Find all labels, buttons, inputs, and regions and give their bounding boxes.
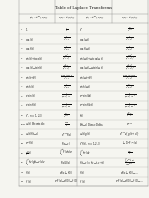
Text: 27: 27	[21, 133, 24, 135]
Text: $s^2F(s){-}sf(0){-}f'(0)$: $s^2F(s){-}sf(0){-}f'(0)$	[54, 178, 79, 185]
Text: $\sinh(\omega t)$: $\sinh(\omega t)$	[79, 83, 91, 90]
Text: 4: 4	[21, 57, 22, 59]
Text: $\cosh(t)$: $\cosh(t)$	[25, 45, 36, 52]
Text: 3: 3	[21, 48, 22, 49]
Text: $\frac{s^2{-}\omega^2}{(s^2{+}\omega^2)^2}$: $\frac{s^2{-}\omega^2}{(s^2{+}\omega^2)^…	[125, 62, 135, 73]
Text: $f'(t)$: $f'(t)$	[79, 168, 85, 176]
Text: $\frac{s^2{-}1}{(s^2{+}1)^2}$: $\frac{s^2{-}1}{(s^2{+}1)^2}$	[62, 62, 71, 73]
Text: $\frac{\omega}{s^2-\omega^2}$: $\frac{\omega}{s^2-\omega^2}$	[125, 82, 134, 91]
Text: $\sin(\omega t{+}\theta)$: $\sin(\omega t{+}\theta)$	[79, 73, 93, 81]
Text: $\frac{s}{s^2+\omega^2}$: $\frac{s}{s^2+\omega^2}$	[125, 35, 134, 43]
Text: $\cosh(\omega t)$: $\cosh(\omega t)$	[79, 45, 91, 52]
Text: $F(s){=}\mathcal{L}\{f(t)\}$: $F(s){=}\mathcal{L}\{f(t)\}$	[58, 15, 75, 21]
Text: $\frac{1}{t}f(t)$: $\frac{1}{t}f(t)$	[25, 148, 32, 158]
Text: $sF(s){-}f(0)$: $sF(s){-}f(0)$	[59, 168, 73, 176]
Text: $\sin(t){+}t\cos(t)$: $\sin(t){+}t\cos(t)$	[25, 54, 44, 62]
Text: $t^n$: $t^n$	[79, 26, 83, 33]
Text: 8: 8	[21, 95, 22, 97]
Text: $\frac{1}{(s{-}1)^2+1}$: $\frac{1}{(s{-}1)^2+1}$	[61, 91, 72, 101]
Text: $t^n,\ n{=}1,2,3$: $t^n,\ n{=}1,2,3$	[25, 111, 44, 119]
Text: $\frac{b}{(s{-}a)^2+b^2}$: $\frac{b}{(s{-}a)^2+b^2}$	[124, 91, 136, 101]
Text: $\cos(\omega t)$: $\cos(\omega t)$	[79, 35, 90, 43]
Text: 26H: 26H	[21, 124, 26, 125]
Text: $\frac{1}{s^2-1}$: $\frac{1}{s^2-1}$	[63, 82, 70, 91]
Text: $\frac{2\omega s^2}{(s^2{+}\omega^2)^2}$: $\frac{2\omega s^2}{(s^2{+}\omega^2)^2}$	[125, 53, 135, 63]
Text: $\frac{1}{s}$: $\frac{1}{s}$	[65, 25, 68, 34]
Text: 30: 30	[21, 162, 24, 163]
Text: $f''(t)$: $f''(t)$	[25, 178, 32, 185]
Text: $f''(t)$: $f''(t)$	[79, 178, 86, 185]
Text: $\sin(t{+}\theta)$: $\sin(t{+}\theta)$	[25, 73, 37, 81]
Text: $F(s)G(s)$: $F(s)G(s)$	[60, 159, 72, 166]
Text: $1$: $1$	[25, 26, 29, 33]
Text: $f(t){=}\mathcal{L}^{-1}\{F(s)\}$: $f(t){=}\mathcal{L}^{-1}\{F(s)\}$	[29, 15, 49, 21]
Text: $e^{at}\sinh(bt)$: $e^{at}\sinh(bt)$	[79, 102, 94, 109]
Text: $u_c(t)$ Heaviside: $u_c(t)$ Heaviside	[25, 121, 46, 128]
Text: 2: 2	[21, 38, 22, 40]
Text: $\frac{1}{c}F\!\left(\frac{s}{c}\right)$: $\frac{1}{c}F\!\left(\frac{s}{c}\right)$	[126, 111, 133, 119]
Text: $f(t)$: $f(t)$	[79, 111, 84, 119]
Text: $e^{-cs}$: $e^{-cs}$	[126, 121, 133, 128]
Text: 6: 6	[21, 76, 22, 78]
Text: $\frac{b}{(s{-}a)^2-b^2}$: $\frac{b}{(s{-}a)^2-b^2}$	[124, 100, 136, 111]
Text: $t^n f(t),\ n{=}1,2,3$: $t^n f(t),\ n{=}1,2,3$	[79, 140, 101, 147]
Text: $\frac{n!}{s^{n+1}}$: $\frac{n!}{s^{n+1}}$	[127, 25, 133, 34]
Text: $\delta(t{-}c)$ Dirac Delta: $\delta(t{-}c)$ Dirac Delta	[79, 121, 104, 128]
Text: $\frac{n!}{s^{n+1}}$: $\frac{n!}{s^{n+1}}$	[63, 110, 69, 120]
Text: $f(t){=}\mathcal{L}^{-1}\{F(s)\}$: $f(t){=}\mathcal{L}^{-1}\{F(s)\}$	[85, 15, 105, 21]
Text: $F(s){=}\mathcal{L}\{f(t)\}$: $F(s){=}\mathcal{L}\{f(t)\}$	[121, 15, 138, 21]
Text: $\frac{s\sin\theta+\cos\theta}{s^2+1}$: $\frac{s\sin\theta+\cos\theta}{s^2+1}$	[60, 72, 73, 82]
Text: $u_c(t)f(t{-}c)$: $u_c(t)f(t{-}c)$	[25, 130, 40, 138]
Text: 7: 7	[21, 86, 22, 87]
Text: $\cos(t){-}t\sin(t)$: $\cos(t){-}t\sin(t)$	[25, 64, 44, 71]
Text: $\cos(\omega t){-}\omega t\sin(\omega t)$: $\cos(\omega t){-}\omega t\sin(\omega t)…	[79, 64, 104, 71]
Text: $\int_0^t f(\tau)d\tau$: $\int_0^t f(\tau)d\tau$	[79, 148, 91, 159]
Text: $\frac{\int_0^c e^{-st}h\,dt}{1{-}e^{-cs}}$: $\frac{\int_0^c e^{-st}h\,dt}{1{-}e^{-cs…	[124, 157, 135, 168]
Text: $\sin(\omega t){+}\omega t\cos(\omega t)$: $\sin(\omega t){+}\omega t\cos(\omega t)…	[79, 54, 104, 62]
Text: $\frac{e^{-cs}}{s}$: $\frac{e^{-cs}}{s}$	[63, 120, 69, 129]
Text: $e^{-cs}F(s)$: $e^{-cs}F(s)$	[60, 130, 72, 138]
Text: 32: 32	[21, 181, 24, 182]
Text: 9: 9	[21, 105, 22, 106]
Text: 28: 28	[21, 143, 24, 144]
Text: $\int_s^\infty F(\sigma)d\sigma$: $\int_s^\infty F(\sigma)d\sigma$	[59, 148, 73, 158]
Text: $e^t\sin(t)$: $e^t\sin(t)$	[25, 92, 36, 100]
Text: $F(s{-}c)$: $F(s{-}c)$	[61, 140, 71, 147]
Text: $e^{at}\sin(bt)$: $e^{at}\sin(bt)$	[79, 92, 92, 100]
Text: $e^t\sinh(t)$: $e^t\sinh(t)$	[25, 102, 38, 109]
Text: 31: 31	[21, 171, 24, 173]
Text: 29: 29	[21, 152, 24, 154]
Text: $e^{-cs}\mathcal{L}\{g(t+c)\}$: $e^{-cs}\mathcal{L}\{g(t+c)\}$	[119, 130, 140, 138]
Text: $h(t{-}c)=f(c{-}t,c{+}t)$: $h(t{-}c)=f(c{-}t,c{+}t)$	[79, 159, 105, 166]
Text: $\int_0^t f(v)g(t{-}v)dv$: $\int_0^t f(v)g(t{-}v)dv$	[25, 157, 46, 168]
Text: $f'(t)$: $f'(t)$	[25, 168, 32, 176]
Text: $\frac{s}{s^2+1}$: $\frac{s}{s^2+1}$	[63, 35, 70, 43]
Text: $\sinh(t)$: $\sinh(t)$	[25, 83, 35, 90]
Text: $e^{ct}f(t)$: $e^{ct}f(t)$	[25, 140, 34, 147]
Text: $sF(s){-}f(0){-}\cdots$: $sF(s){-}f(0){-}\cdots$	[120, 168, 139, 176]
Text: Table of Laplace Transforms: Table of Laplace Transforms	[55, 6, 112, 10]
Text: $\cos(t)$: $\cos(t)$	[25, 35, 34, 43]
Text: 10: 10	[21, 114, 24, 116]
Text: 5: 5	[21, 67, 22, 68]
Text: $\frac{1}{(s{-}1)^2-1}$: $\frac{1}{(s{-}1)^2-1}$	[61, 100, 72, 111]
Text: $u_c(t)g(t)$: $u_c(t)g(t)$	[79, 130, 91, 138]
Text: 1: 1	[21, 29, 22, 30]
Text: $\frac{s}{s^2-\omega^2}$: $\frac{s}{s^2-\omega^2}$	[125, 44, 134, 53]
Text: $s^2F(s){-}sf(0){-}f'(0){-}\cdots$: $s^2F(s){-}sf(0){-}f'(0){-}\cdots$	[115, 178, 144, 185]
Text: $(-1)^n F^{(n)}(s)$: $(-1)^n F^{(n)}(s)$	[122, 140, 138, 147]
Text: $\frac{F(s)}{s}$: $\frac{F(s)}{s}$	[127, 149, 132, 157]
Text: $\frac{s}{s^2-1}$: $\frac{s}{s^2-1}$	[63, 44, 70, 53]
Text: $\frac{s\sin\theta+\omega\cos\theta}{s^2+\omega^2}$: $\frac{s\sin\theta+\omega\cos\theta}{s^2…	[122, 72, 137, 82]
Text: $\frac{2s^2}{(s^2{+}1)^2}$: $\frac{2s^2}{(s^2{+}1)^2}$	[62, 53, 71, 63]
